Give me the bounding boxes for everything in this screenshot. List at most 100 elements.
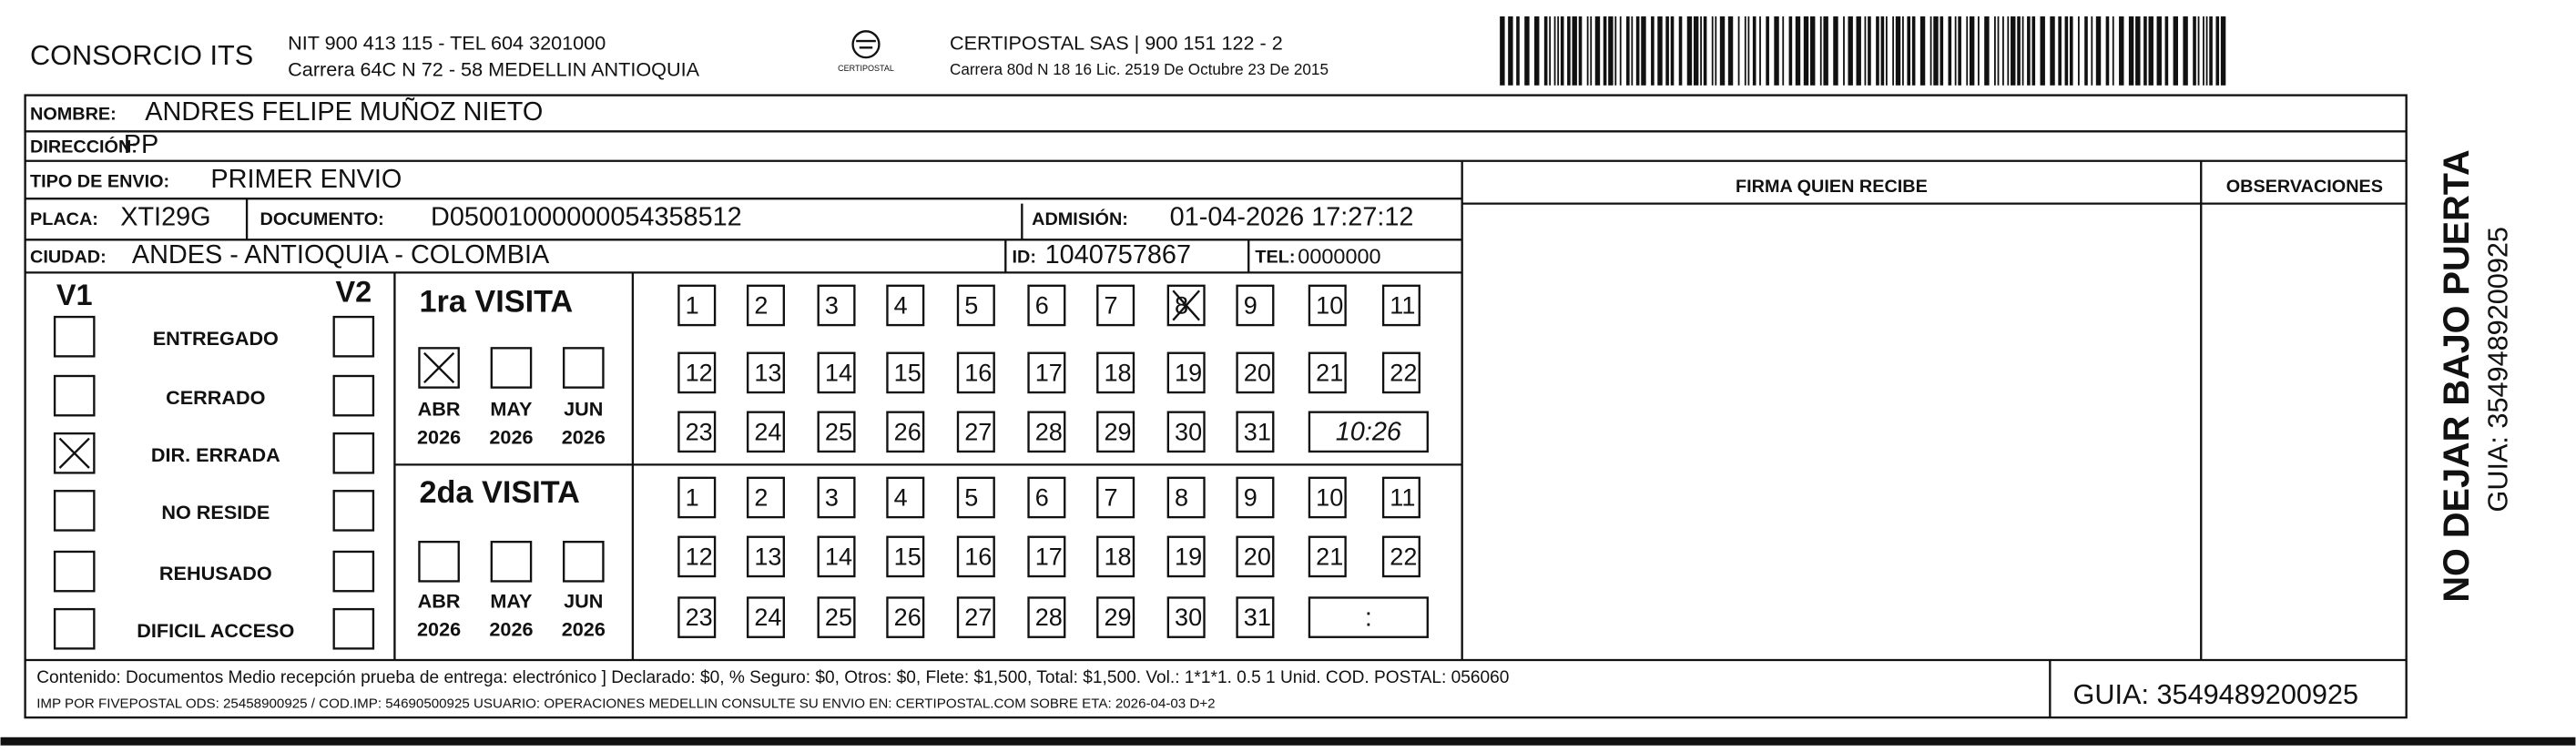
- v1-checkbox: [53, 374, 96, 417]
- day-box: [677, 284, 717, 327]
- barcode-bar: [2064, 16, 2069, 86]
- day-box: [1096, 535, 1135, 578]
- barcode-bar: [2143, 16, 2147, 86]
- day-box: [886, 411, 925, 453]
- barcode-bar: [1500, 16, 1505, 86]
- day-number: 12: [686, 359, 713, 386]
- barcode-bar: [1892, 16, 1894, 86]
- reason-label: ENTREGADO: [153, 327, 279, 350]
- barcode-bar: [2105, 16, 2110, 86]
- month-year: 2026: [417, 617, 461, 640]
- barcode-bar: [1907, 16, 1911, 86]
- observaciones-header: OBSERVACIONES: [2226, 177, 2383, 197]
- reason-label: REHUSADO: [159, 562, 272, 584]
- barcode-bar: [1766, 16, 1769, 86]
- month-label: MAY: [490, 398, 533, 421]
- day-number: 14: [825, 359, 852, 386]
- barcode-bar: [1795, 16, 1801, 86]
- day-box: [1236, 535, 1275, 578]
- value: PRIMER ENVIO: [210, 165, 402, 194]
- form-lines: [24, 94, 2408, 719]
- month-label: MAY: [490, 590, 533, 613]
- day-box: [1166, 284, 1206, 327]
- day-number: 25: [825, 604, 852, 631]
- day-number: 13: [754, 359, 781, 386]
- day-box: [1096, 596, 1135, 638]
- barcode-bar: [1823, 16, 1828, 86]
- barcode-bar: [2084, 16, 2088, 86]
- barcode-bar: [2193, 16, 2196, 86]
- barcode-bar: [2197, 16, 2200, 86]
- v2-checkbox: [332, 607, 375, 650]
- check-mark: [1172, 290, 1200, 321]
- company: CONSORCIO ITS: [30, 40, 253, 71]
- day-box: [886, 535, 925, 578]
- day-number: 5: [964, 483, 978, 511]
- courier-address: Carrera 80d N 18 16 Lic. 2519 De Octubre…: [950, 60, 1329, 78]
- day-box: [1027, 284, 1066, 327]
- barcode-bar: [1715, 16, 1717, 86]
- day-number: 31: [1244, 418, 1271, 445]
- footer-guia: GUIA: 3549489200925: [2073, 679, 2358, 710]
- visit-time: 10:26: [1336, 418, 1402, 447]
- barcode-bar: [1560, 16, 1564, 86]
- check-mark: [58, 437, 90, 469]
- day-number: 9: [1244, 291, 1257, 319]
- label: ADMISIÓN:: [1032, 208, 1128, 229]
- day-number: 15: [894, 543, 921, 570]
- day-box: [817, 476, 856, 519]
- month-year: 2026: [562, 425, 606, 448]
- barcode-bar: [1977, 16, 1980, 86]
- month-year: 2026: [417, 425, 461, 448]
- barcode-bar: [2148, 16, 2153, 86]
- day-box: [746, 476, 785, 519]
- day-box: [1381, 351, 1420, 394]
- visit-title: 1ra VISITA: [419, 285, 573, 320]
- barcode-bar: [2091, 16, 2093, 86]
- day-number: 2: [754, 483, 768, 511]
- barcode-bar: [1703, 16, 1707, 86]
- day-number: 7: [1105, 483, 1118, 511]
- day-box: [746, 284, 785, 327]
- day-box: [1166, 351, 1206, 394]
- month-checkbox: [562, 540, 605, 583]
- day-box: [956, 476, 995, 519]
- day-number: 26: [894, 604, 921, 631]
- day-number: 13: [754, 543, 781, 570]
- month-checkbox: [418, 540, 460, 583]
- value: PP: [124, 130, 158, 159]
- day-box: [956, 596, 995, 638]
- day-number: 5: [964, 291, 978, 319]
- barcode-bar: [1678, 16, 1683, 86]
- day-box: [1027, 535, 1066, 578]
- barcode-bar: [2040, 16, 2045, 86]
- barcode-bar: [2021, 16, 2024, 86]
- barcode-bar: [1557, 16, 1560, 86]
- day-box: [746, 351, 785, 394]
- barcode-bar: [1911, 16, 1916, 86]
- day-number: 28: [1035, 418, 1063, 445]
- side-guia: GUIA: 3549489200925: [2483, 227, 2514, 512]
- day-box: [1308, 476, 1347, 519]
- day-box: [817, 411, 856, 453]
- reason-label: DIR. ERRADA: [151, 443, 280, 466]
- barcode-bar: [1594, 16, 1601, 86]
- time-box: [1308, 411, 1429, 453]
- value: XTI29G: [120, 202, 210, 231]
- barcode-bar: [1876, 16, 1879, 86]
- day-box: [1166, 411, 1206, 453]
- day-box: [1166, 476, 1206, 519]
- barcode-bar: [1969, 16, 1975, 86]
- day-box: [1308, 284, 1347, 327]
- reason-label: NO RESIDE: [161, 501, 270, 523]
- barcode-bar: [2203, 16, 2204, 86]
- day-number: 23: [686, 418, 713, 445]
- barcode-bar: [1516, 16, 1520, 86]
- month-checkbox: [562, 347, 605, 389]
- barcode-bar: [1614, 16, 1617, 86]
- barcode-bar: [1895, 16, 1901, 86]
- day-box: [886, 476, 925, 519]
- day-number: 22: [1390, 543, 1417, 570]
- barcode-bar: [1700, 16, 1702, 86]
- day-box: [1096, 411, 1135, 453]
